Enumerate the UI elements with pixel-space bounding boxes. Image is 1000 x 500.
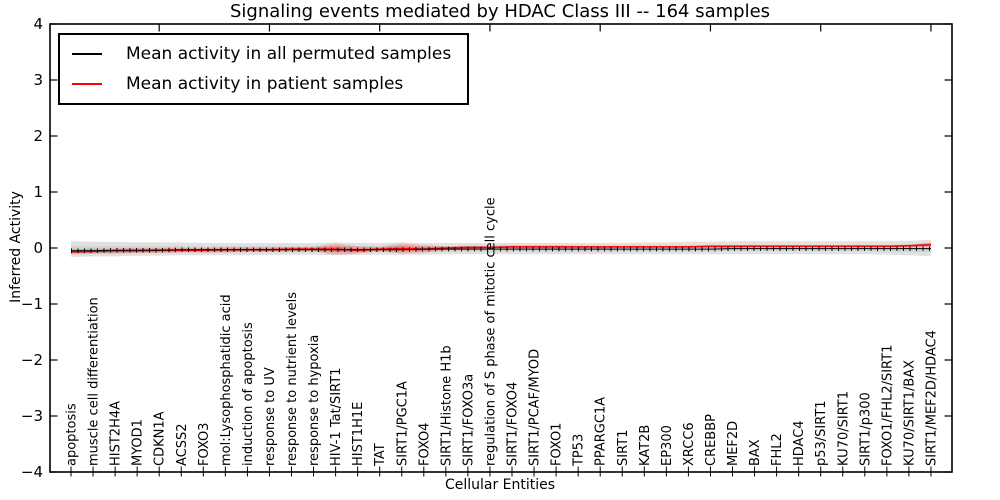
x-category-label: XRCC6 — [682, 422, 697, 466]
x-category-label: apoptosis — [65, 403, 80, 466]
x-category-label: FOXO3 — [197, 423, 212, 466]
x-axis-label: Cellular Entities — [444, 477, 556, 493]
x-category-label: HIV-1 Tat/SIRT1 — [329, 368, 344, 466]
x-category-label: TAT — [373, 443, 388, 467]
x-category-label: HDAC4 — [792, 420, 807, 466]
x-category-label: KU70/SIRT1 — [836, 391, 851, 466]
y-tick-label: 1 — [33, 183, 43, 201]
x-category-label: HIST1H1E — [351, 402, 366, 466]
x-category-label: FHL2 — [770, 433, 785, 466]
y-tick-label: −1 — [21, 295, 43, 313]
y-tick-label: −2 — [21, 351, 43, 369]
legend-item-patient: Mean activity in patient samples — [72, 74, 451, 94]
y-tick-label: 0 — [33, 239, 43, 257]
x-category-label: FOXO1 — [550, 423, 565, 466]
x-category-label: response to UV — [263, 367, 278, 466]
y-tick-label: −3 — [21, 407, 43, 425]
permuted-line-swatch — [72, 53, 102, 55]
legend: Mean activity in all permuted samples Me… — [58, 33, 470, 105]
x-category-label: KAT2B — [638, 425, 653, 466]
legend-item-permuted: Mean activity in all permuted samples — [72, 44, 451, 64]
legend-label-patient: Mean activity in patient samples — [126, 74, 404, 94]
y-tick-label: 3 — [33, 71, 43, 89]
x-category-label: FOXO1/FHL2/SIRT1 — [880, 345, 895, 466]
x-category-label: CREBBP — [704, 414, 719, 466]
x-category-label: regulation of S phase of mitotic cell cy… — [483, 197, 498, 466]
x-category-label: SIRT1/FOXO4 — [506, 382, 521, 466]
x-category-label: induction of apoptosis — [241, 322, 256, 466]
patient-line-swatch — [72, 83, 102, 85]
x-category-label: SIRT1 — [616, 430, 631, 466]
x-category-label: SIRT1/PGC1A — [395, 381, 410, 466]
x-category-label: response to hypoxia — [307, 335, 322, 466]
y-tick-label: −4 — [21, 463, 43, 481]
x-category-label: BAX — [748, 439, 763, 466]
x-category-label: SIRT1/PCAF/MYOD — [528, 349, 543, 466]
x-category-label: ACSS2 — [175, 423, 190, 466]
x-category-label: PPARGC1A — [594, 397, 609, 466]
x-category-label: muscle cell differentiation — [87, 297, 102, 466]
x-category-label: SIRT1/FOXO3a — [461, 374, 476, 466]
y-tick-label: 4 — [33, 15, 43, 33]
x-category-label: EP300 — [660, 425, 675, 466]
x-category-label: mol:Lysophosphatidic acid — [219, 294, 234, 466]
x-category-label: SIRT1/MEF2D/HDAC4 — [924, 330, 939, 466]
x-category-label: TP53 — [572, 434, 587, 467]
x-category-label: SIRT1/p300 — [858, 392, 873, 466]
x-category-label: MYOD1 — [131, 419, 146, 466]
x-category-label: KU70/SIRT1/BAX — [902, 360, 917, 466]
permuted-mean-line-markers — [71, 246, 931, 254]
x-category-label: MEF2D — [726, 421, 741, 466]
chart-title: Signaling events mediated by HDAC Class … — [229, 1, 771, 22]
y-tick-label: 2 — [33, 127, 43, 145]
x-category-label: CDKN1A — [153, 411, 168, 466]
x-category-label: HIST2H4A — [109, 401, 124, 466]
x-category-label: SIRT1/Histone H1b — [439, 345, 454, 466]
red-band-outer — [71, 242, 931, 255]
x-category-label: p53/SIRT1 — [814, 400, 829, 466]
x-category-label: FOXO4 — [417, 423, 432, 466]
x-category-label: response to nutrient levels — [285, 292, 300, 466]
legend-label-permuted: Mean activity in all permuted samples — [126, 44, 452, 64]
